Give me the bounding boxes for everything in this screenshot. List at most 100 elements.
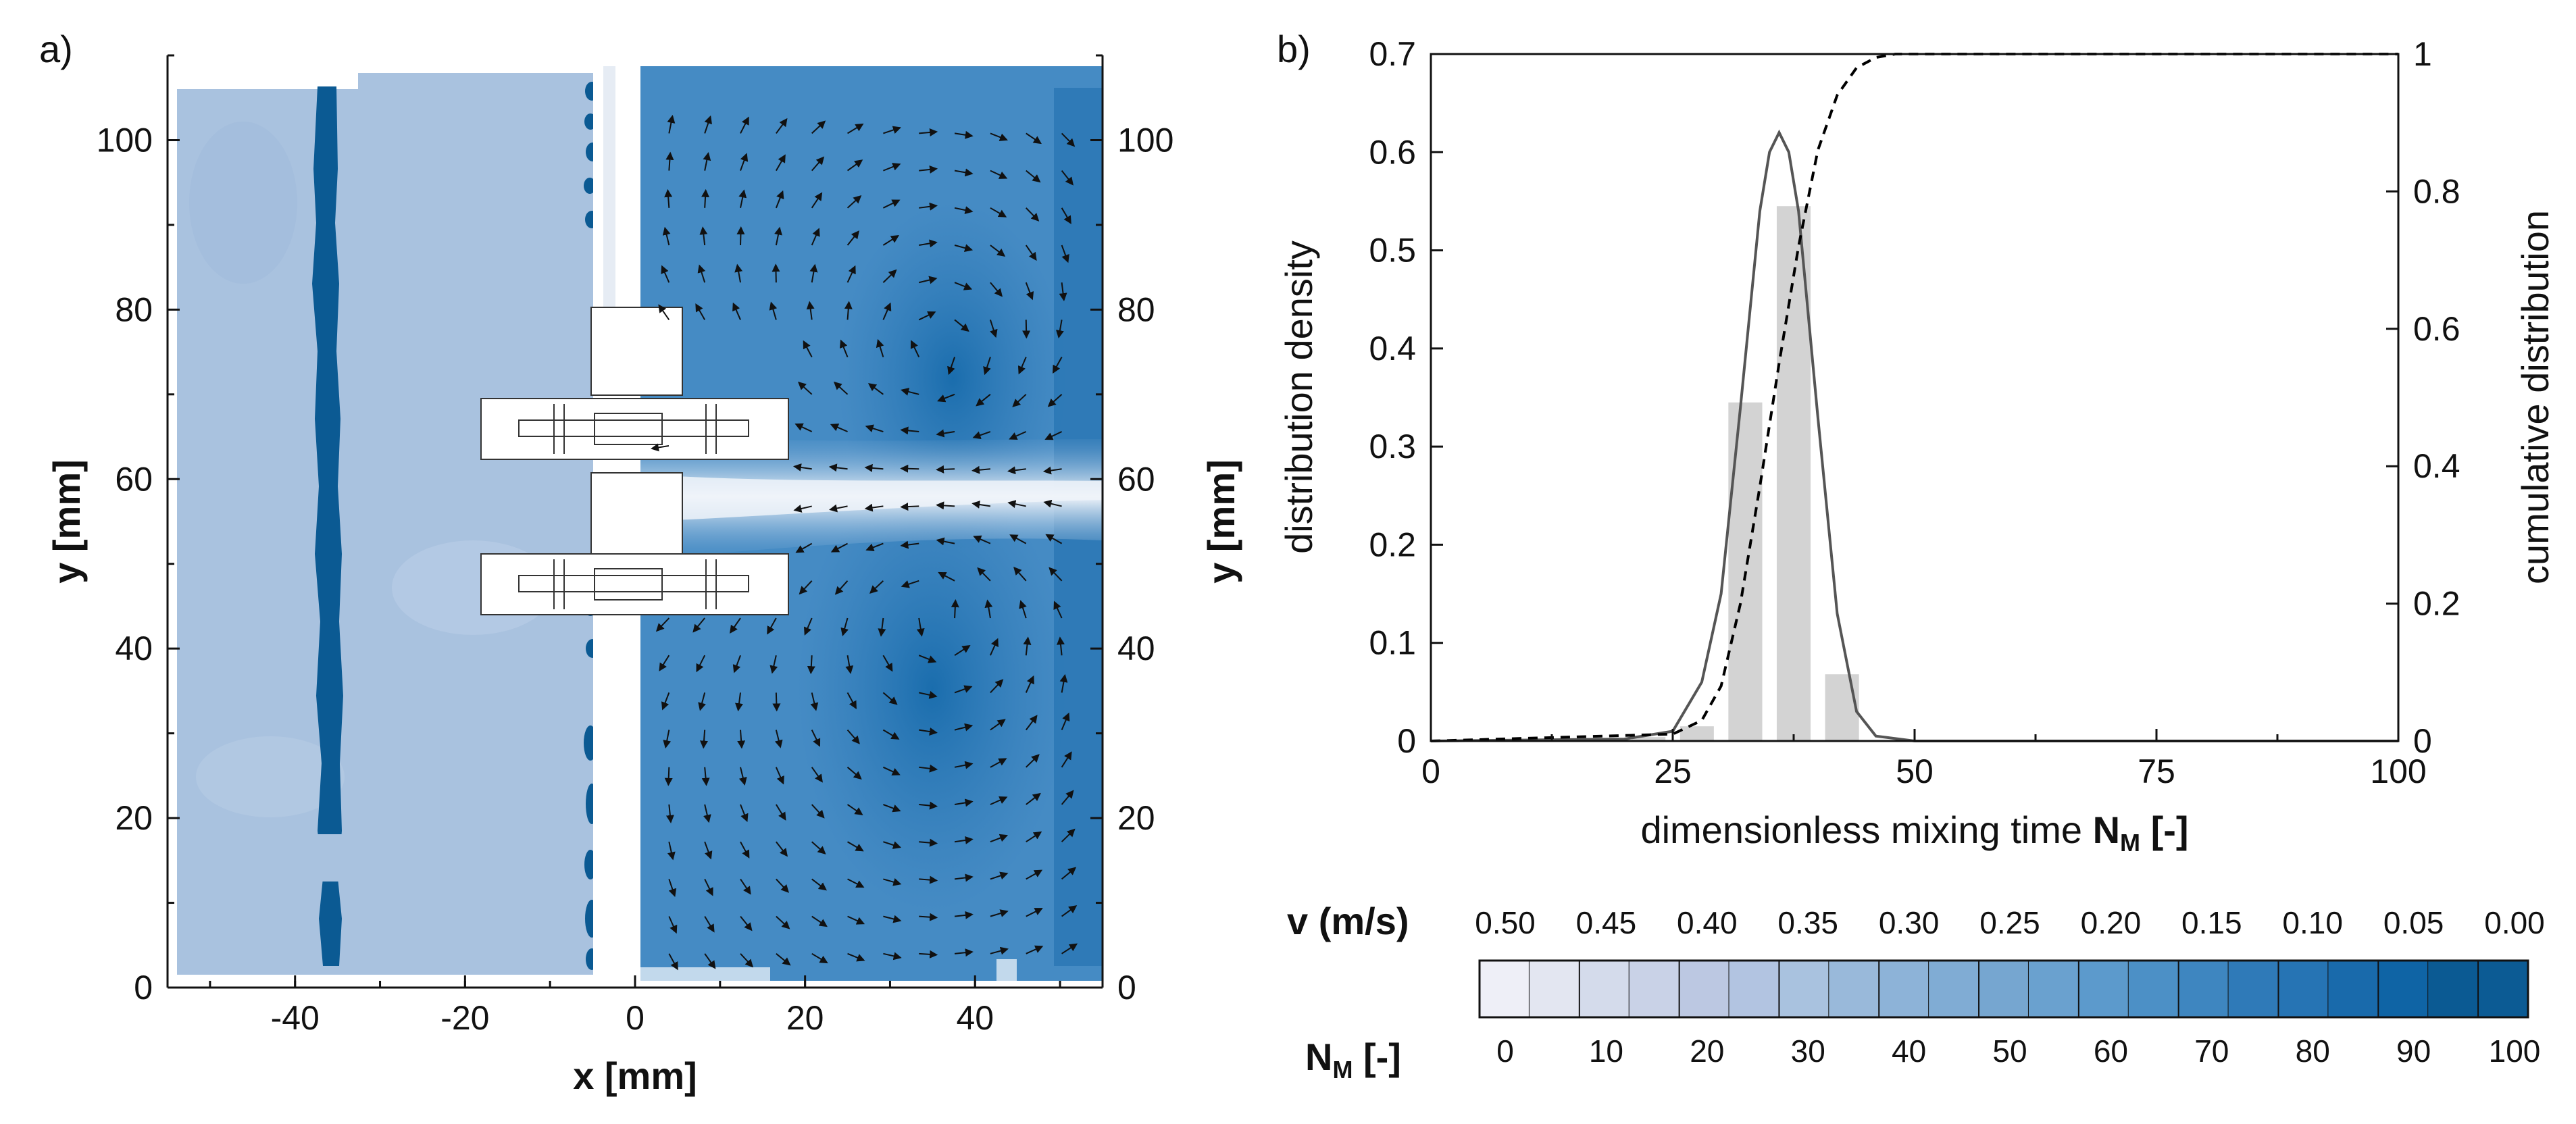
velocity-vector	[977, 567, 991, 582]
velocity-vector	[736, 226, 745, 246]
velocity-vector	[847, 878, 865, 888]
panel-a: a)	[39, 28, 1242, 1097]
velocity-vector	[919, 690, 938, 699]
velocity-vector	[661, 265, 670, 283]
velocity-vector	[661, 692, 670, 711]
velocity-vector	[697, 264, 706, 283]
velocity-vector	[1061, 790, 1074, 805]
histogram-bars	[1534, 206, 1859, 741]
velocity-vector	[919, 838, 938, 847]
velocity-vector	[937, 393, 955, 403]
velocity-vector	[954, 319, 969, 332]
y-tick-label-b-right: 0.6	[2413, 310, 2460, 348]
velocity-vector	[1059, 673, 1068, 693]
velocity-vector	[847, 195, 862, 209]
colorbar-nm-tick: 60	[2094, 1033, 2128, 1069]
velocity-vector	[811, 952, 828, 964]
x-axis-title-b-n: N	[2093, 809, 2120, 851]
colorbar-v-tick: 0.50	[1475, 905, 1536, 940]
colorbar-v-tick: 0.30	[1879, 905, 1940, 940]
velocity-vector	[990, 679, 1004, 694]
velocity-vector	[1061, 207, 1071, 224]
velocity-vector	[1061, 132, 1076, 147]
velocity-vector	[734, 263, 743, 283]
velocity-vector	[1022, 320, 1031, 339]
velocity-vector	[811, 228, 820, 246]
colorbar-cells	[1478, 959, 2529, 1019]
velocity-vector	[828, 463, 848, 472]
velocity-vector	[655, 617, 670, 632]
colorbar-cell	[2328, 961, 2379, 1017]
velocity-vector	[864, 503, 884, 512]
velocity-vector	[704, 953, 716, 969]
velocity-vector	[803, 617, 813, 636]
velocity-vector	[732, 302, 741, 320]
axes-b	[1430, 53, 2400, 742]
velocity-vector	[883, 126, 901, 134]
y-tick-label-b: 0.4	[1369, 330, 1416, 367]
velocity-vector	[704, 841, 713, 860]
velocity-vector	[882, 655, 893, 672]
velocity-vector	[1025, 282, 1034, 301]
jet-bright-core	[676, 476, 1103, 520]
velocity-vector	[811, 841, 826, 854]
velocity-vector	[954, 761, 974, 769]
velocity-vector	[876, 338, 884, 357]
x-tick-label-b: 0	[1421, 752, 1440, 790]
velocity-vector	[910, 340, 920, 358]
velocity-vector	[732, 655, 741, 673]
colorbar-cell	[1678, 960, 1730, 1018]
colorbar-v-tick: 0.45	[1576, 905, 1637, 940]
velocity-vector	[703, 152, 711, 171]
colorbar-nm-tick: 80	[2296, 1033, 2330, 1069]
velocity-vector	[738, 767, 747, 786]
velocity-vector	[1012, 394, 1027, 407]
velocity-vector	[1025, 715, 1038, 731]
velocity-vector	[918, 655, 937, 663]
velocity-vector	[767, 617, 777, 635]
velocity-vector	[840, 617, 849, 636]
velocity-vector	[1025, 675, 1034, 693]
velocity-vector	[865, 542, 884, 552]
y-tick-label-a-right: 100	[1117, 121, 1173, 159]
velocity-vector	[847, 265, 856, 283]
velocity-vector	[834, 580, 849, 595]
velocity-vector	[954, 244, 974, 252]
y-tick-label-b-right: 0.2	[2413, 585, 2460, 623]
velocity-vector	[954, 130, 974, 139]
y-tick-label-a: 40	[115, 630, 153, 667]
y-tick-label-b: 0.2	[1369, 526, 1416, 563]
velocity-vector	[830, 542, 849, 553]
colorbar-nm-tick: 50	[1992, 1033, 2027, 1069]
velocity-vector	[1026, 132, 1042, 145]
velocity-vector	[738, 189, 747, 209]
axis-ticks-a	[168, 54, 1103, 989]
velocity-vector	[847, 915, 865, 925]
colorbar-v-tick: 0.05	[2383, 905, 2444, 940]
colorbar-cell	[1878, 960, 1930, 1018]
velocity-vector	[972, 431, 991, 439]
velocity-vector	[698, 692, 706, 711]
velocity-vector	[704, 916, 715, 933]
velocity-vector	[954, 798, 974, 807]
velocity-vector	[1047, 394, 1063, 407]
y-tick-label-b-right: 0.8	[2413, 172, 2460, 210]
velocity-vector	[776, 953, 791, 966]
velocity-vector	[1059, 282, 1067, 302]
panel-a-label: a)	[39, 28, 73, 70]
colorbar-v-tick: 0.15	[2181, 905, 2242, 940]
colorbar-v-tick: 0.20	[2081, 905, 2142, 940]
velocity-vector	[829, 504, 848, 513]
velocity-vector	[865, 424, 884, 432]
y-tick-label-b: 0.6	[1369, 133, 1416, 171]
velocity-vector	[847, 767, 862, 780]
colorbar-v-tick: 0.35	[1777, 905, 1838, 940]
velocity-vector	[919, 276, 938, 284]
velocity-vector	[1061, 905, 1078, 917]
velocity-vector	[803, 340, 813, 358]
y-axis-title-b: distribution density	[1278, 240, 1320, 554]
velocity-vector	[740, 116, 749, 134]
y-tick-label-b-right: 0.4	[2413, 447, 2460, 485]
velocity-vector	[1061, 170, 1074, 186]
